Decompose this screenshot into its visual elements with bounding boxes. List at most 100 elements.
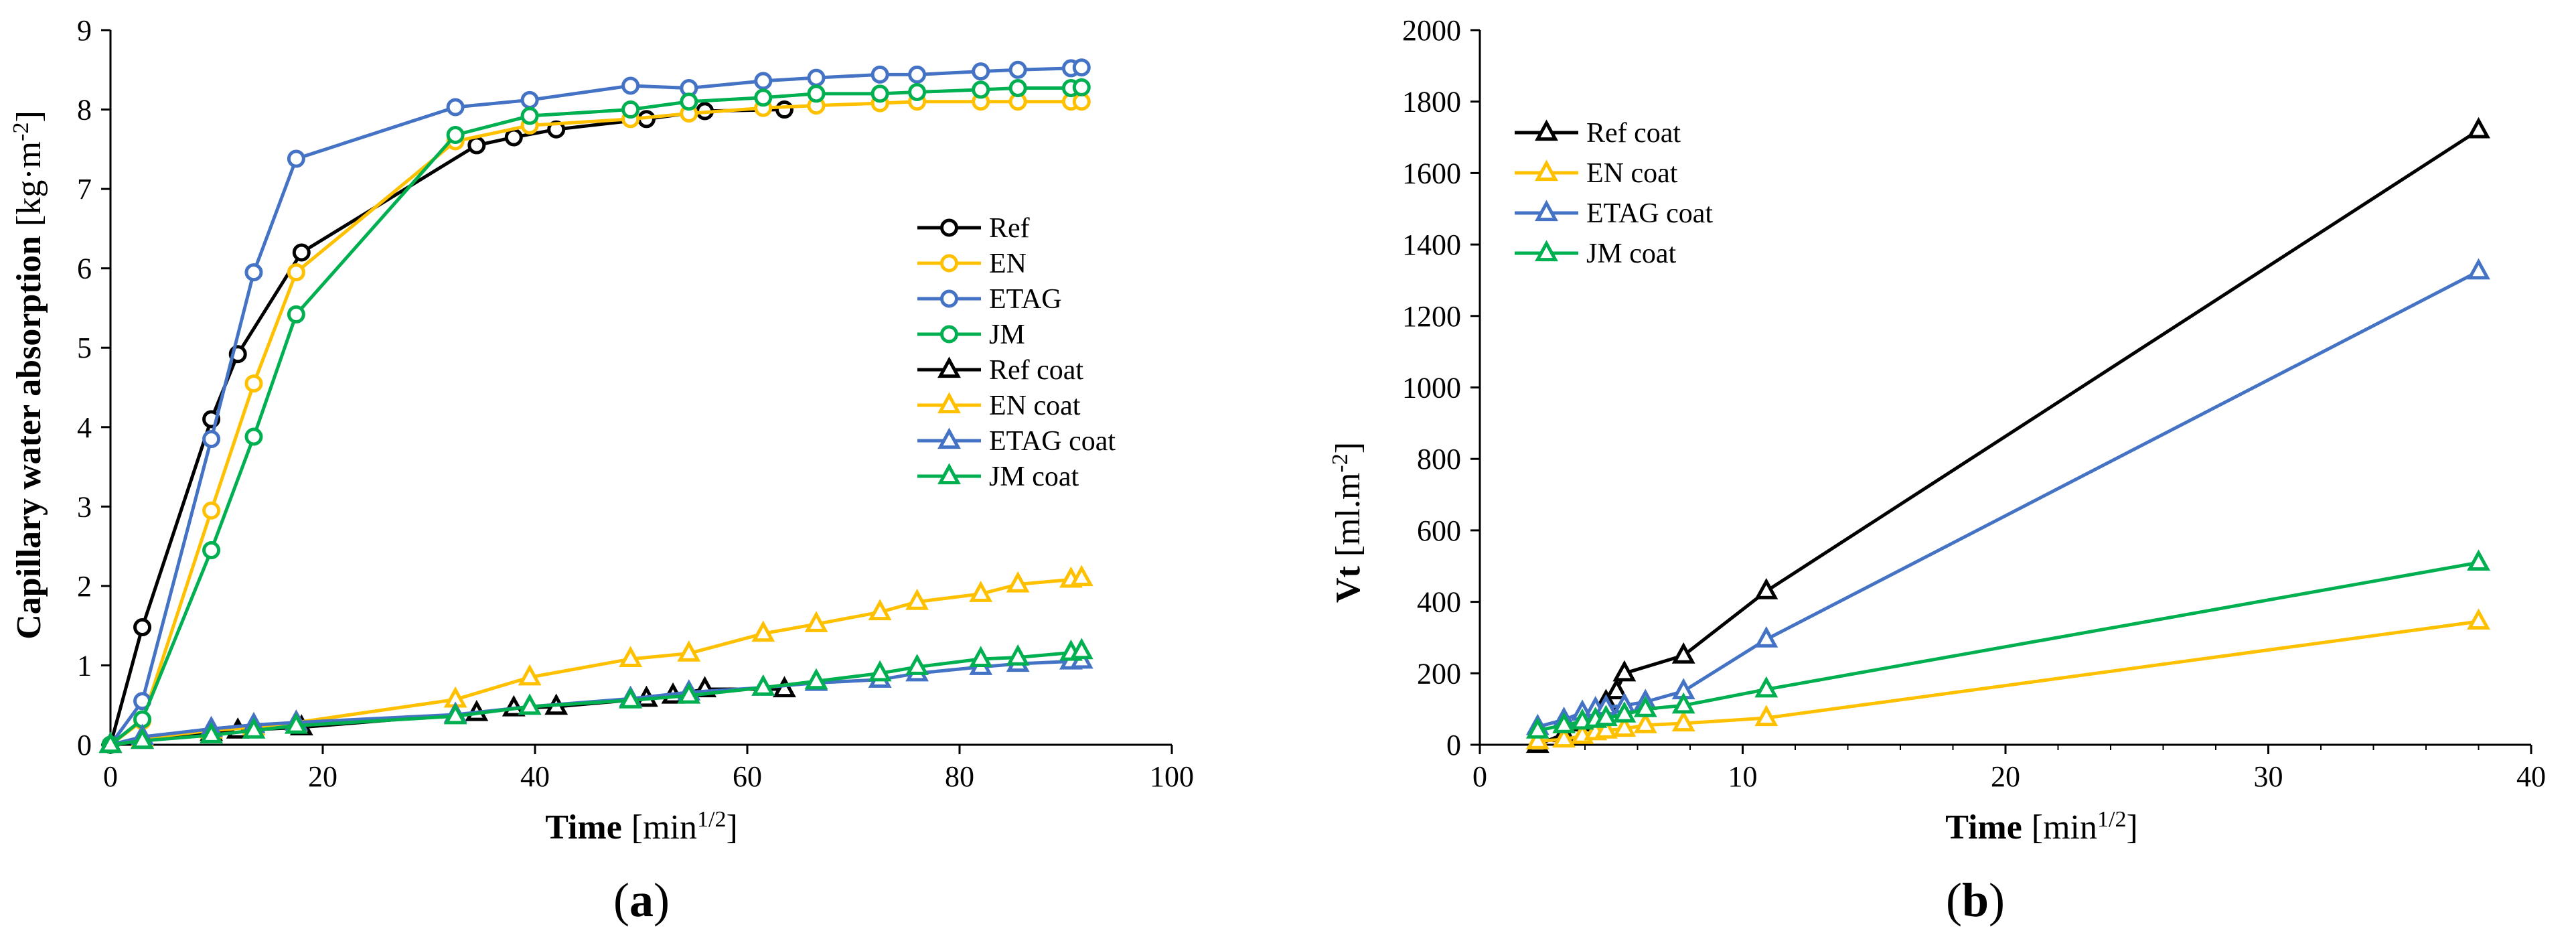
chart-panel-a: Capillary water absorption [kg·m-2] Time[… [9, 14, 1194, 927]
y-tick-label-a-7: 7 [77, 173, 92, 206]
series-a-jm-coat-point-14 [1006, 644, 1030, 666]
series-b-ref-coat-point-6 [1612, 660, 1637, 682]
y-tick-label-a-8: 8 [77, 94, 92, 127]
x-tick-label-b-3: 30 [2254, 760, 2283, 793]
series-a-jm-coat-point-6 [518, 693, 542, 715]
y-tick-label-a-5: 5 [77, 332, 92, 364]
series-a-etag-point-6 [520, 90, 539, 109]
series-a-etag-point-11 [870, 65, 889, 84]
legend-item-a-3: JM [917, 319, 1025, 350]
series-a-jm-coat-point-2 [200, 722, 224, 743]
legend-marker-a-5-point-0 [937, 392, 961, 414]
series-b-jm-coat-point-5 [1612, 701, 1637, 723]
legend-item-a-1: EN [917, 248, 1027, 279]
x-tick-label-a-1: 20 [308, 760, 337, 793]
legend-marker-a-3-point-0 [940, 325, 958, 344]
y-tick-label-b-4: 800 [1417, 443, 1461, 476]
series-a-en-coat-point-14 [1006, 571, 1030, 593]
series-a-jm-point-16 [1072, 78, 1091, 96]
series-a-jm-coat-point-12 [905, 654, 929, 675]
series-a-jm-coat-point-10 [804, 668, 828, 690]
x-tick-label-a-3: 60 [733, 760, 762, 793]
legend-marker-b-1-point-0 [1535, 159, 1558, 182]
legend-item-b-2: ETAG coat [1515, 198, 1713, 229]
series-a-jm-point-4 [287, 305, 305, 323]
legend-label-a-6: ETAG coat [989, 426, 1116, 457]
x-axis-title-a-close: ] [726, 808, 737, 847]
x-tick-label-a-0: 0 [103, 760, 118, 793]
y-axis-title-b-sup: -2 [1328, 453, 1353, 472]
y-axis-title-b-close: ] [1329, 442, 1367, 453]
series-a-jm-coat [98, 638, 1093, 753]
legend-label-a-0: Ref [989, 213, 1030, 244]
legend-marker-a-4-point-0 [937, 356, 961, 378]
series-a-etag-point-4 [287, 149, 305, 168]
y-axis-title-b: Vt [ml.m-2] [1328, 442, 1367, 603]
series-b-en-coat-point-1 [1552, 726, 1576, 748]
series-a-jm-point-11 [870, 84, 889, 103]
y-tick-label-b-10: 2000 [1402, 14, 1461, 47]
legend-label-a-3: JM [989, 319, 1025, 350]
x-tick-label-b-2: 20 [1991, 760, 2020, 793]
series-b-en-coat-point-0 [1525, 728, 1549, 749]
series-a-etag [101, 58, 1091, 754]
legend-item-b-3: JM coat [1515, 238, 1676, 269]
legend-label-b-0: Ref coat [1586, 118, 1681, 149]
y-tick-label-b-3: 600 [1417, 514, 1461, 547]
x-axis-title-b: Time [min1/2] [1945, 807, 2138, 847]
series-b-ref-coat-point-5 [1604, 678, 1628, 700]
series-b-jm-coat-line [1537, 561, 2479, 733]
series-b-jm-coat-point-9 [2467, 549, 2490, 571]
series-a-etag-point-9 [754, 72, 773, 90]
series-a-etag-point-14 [1008, 60, 1027, 79]
series-a-jm-point-3 [244, 427, 263, 446]
x-tick-label-a-2: 40 [520, 760, 550, 793]
series-b-ref-coat-point-9 [2467, 117, 2490, 139]
legend-item-b-1: EN coat [1515, 158, 1678, 189]
panel-caption-a-letter: a [629, 873, 654, 927]
series-b-jm-coat [1525, 549, 2490, 739]
series-a-en [101, 92, 1091, 754]
series-b-ref-coat-point-8 [1754, 578, 1778, 599]
x-axis-title-a-bold: Time [545, 808, 622, 847]
series-a-en-coat-point-13 [969, 581, 993, 602]
series-a-jm-point-8 [680, 92, 698, 111]
series-b-etag-coat-point-9 [2467, 258, 2490, 280]
series-a-etag-point-10 [807, 68, 826, 87]
series-a-jm [101, 78, 1091, 754]
series-a-ref-point-6 [504, 128, 523, 147]
series-a-jm-point-2 [202, 541, 221, 560]
legend-marker-a-2-point-0 [940, 289, 958, 308]
series-a-ref-point-5 [467, 136, 486, 155]
legend-marker-a-1-point-0 [940, 254, 958, 273]
series-a-jm-coat-point-8 [677, 682, 701, 704]
x-tick-label-b-4: 40 [2516, 760, 2546, 793]
legend-label-a-2: ETAG [989, 284, 1062, 315]
legend-marker-a-6-point-0 [937, 427, 961, 449]
legend-item-a-2: ETAG [917, 284, 1062, 315]
y-tick-label-a-1: 1 [77, 649, 92, 682]
panel-caption-b: (b) [1946, 873, 2005, 927]
series-b-en-coat-point-8 [1754, 705, 1778, 727]
legend-label-b-1: EN coat [1586, 158, 1678, 189]
y-tick-label-b-7: 1400 [1402, 228, 1461, 261]
x-axis-title-a-unit: [min [631, 808, 697, 847]
series-a-jm-line [109, 85, 1082, 746]
series-a-etag-point-3 [244, 263, 263, 282]
x-tick-label-a-5: 100 [1150, 760, 1194, 793]
series-a-en-line [109, 100, 1082, 747]
series-a-en-coat-point-12 [905, 589, 929, 610]
series-b-en-coat-point-7 [1671, 710, 1695, 732]
x-axis-title-a: Time [min1/2] [545, 807, 738, 847]
legend-marker-b-2-point-0 [1535, 200, 1558, 222]
series-b-en-coat-point-5 [1612, 715, 1637, 737]
series-a-etag-point-12 [908, 65, 927, 84]
series-a-jm-coat-point-16 [1069, 638, 1093, 660]
series-a-en-point-4 [287, 263, 305, 282]
series-a-jm-coat-point-4 [284, 712, 308, 734]
series-b-ref-coat-point-7 [1671, 642, 1695, 664]
y-tick-label-a-3: 3 [77, 490, 92, 523]
series-a-jm-coat-point-13 [969, 646, 993, 668]
y-tick-label-b-1: 200 [1417, 657, 1461, 690]
series-a-en-coat-point-10 [804, 611, 828, 632]
